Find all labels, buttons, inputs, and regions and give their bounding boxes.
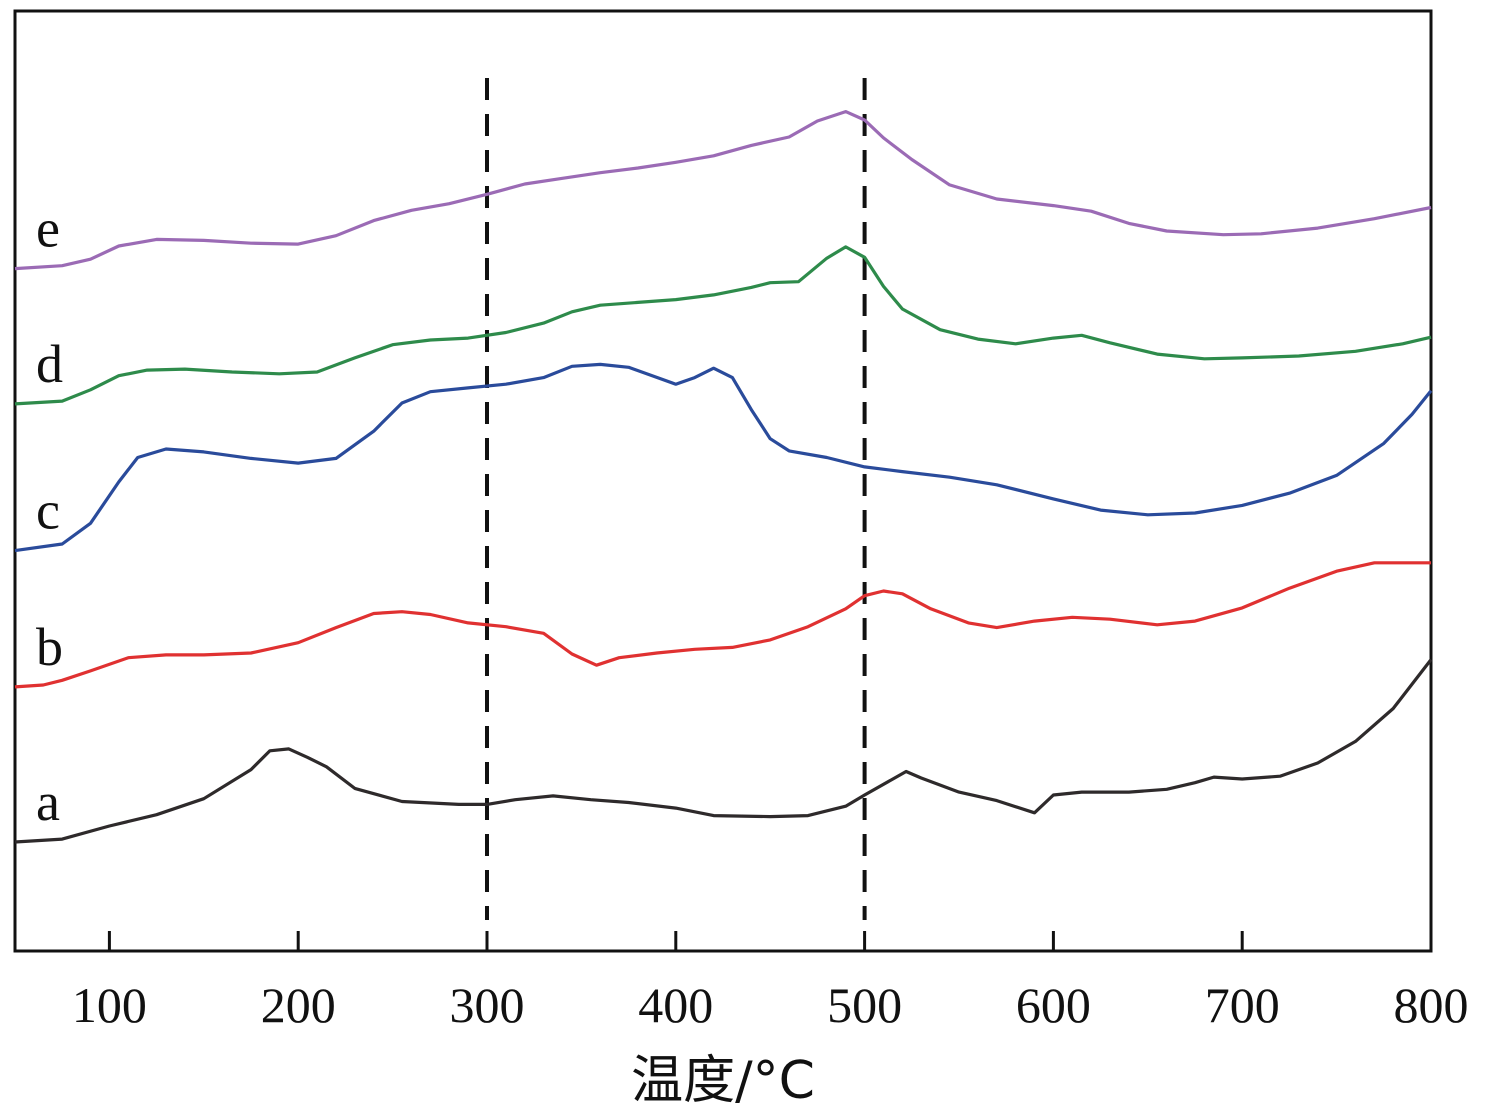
series-line-d (14, 245, 1432, 406)
x-axis: 100 200 300 400 500 600 700 800 (72, 931, 1469, 1033)
series-line-c (14, 362, 1433, 553)
series-label-a: a (36, 772, 60, 832)
x-tick-label-100: 100 (72, 977, 147, 1033)
x-axis-label: 温度/°C (631, 1051, 815, 1111)
x-tick-label-800: 800 (1394, 977, 1469, 1033)
plot-frame (13, 9, 1433, 953)
series-labels: a b c d e (36, 199, 63, 832)
series-group (14, 110, 1433, 844)
reference-lines (485, 78, 867, 920)
series-line-a (14, 658, 1433, 844)
series-label-b: b (36, 617, 63, 677)
series-line-e (14, 110, 1432, 271)
x-tick-label-200: 200 (261, 977, 336, 1033)
series-label-d: d (36, 334, 63, 394)
x-tick-label-400: 400 (638, 977, 713, 1033)
series-line-b (14, 561, 1431, 689)
x-tick-label-700: 700 (1205, 977, 1280, 1033)
x-tick-label-300: 300 (450, 977, 525, 1033)
x-tick-label-600: 600 (1016, 977, 1091, 1033)
series-label-e: e (36, 199, 60, 259)
series-label-c: c (36, 481, 60, 541)
x-tick-label-500: 500 (827, 977, 902, 1033)
